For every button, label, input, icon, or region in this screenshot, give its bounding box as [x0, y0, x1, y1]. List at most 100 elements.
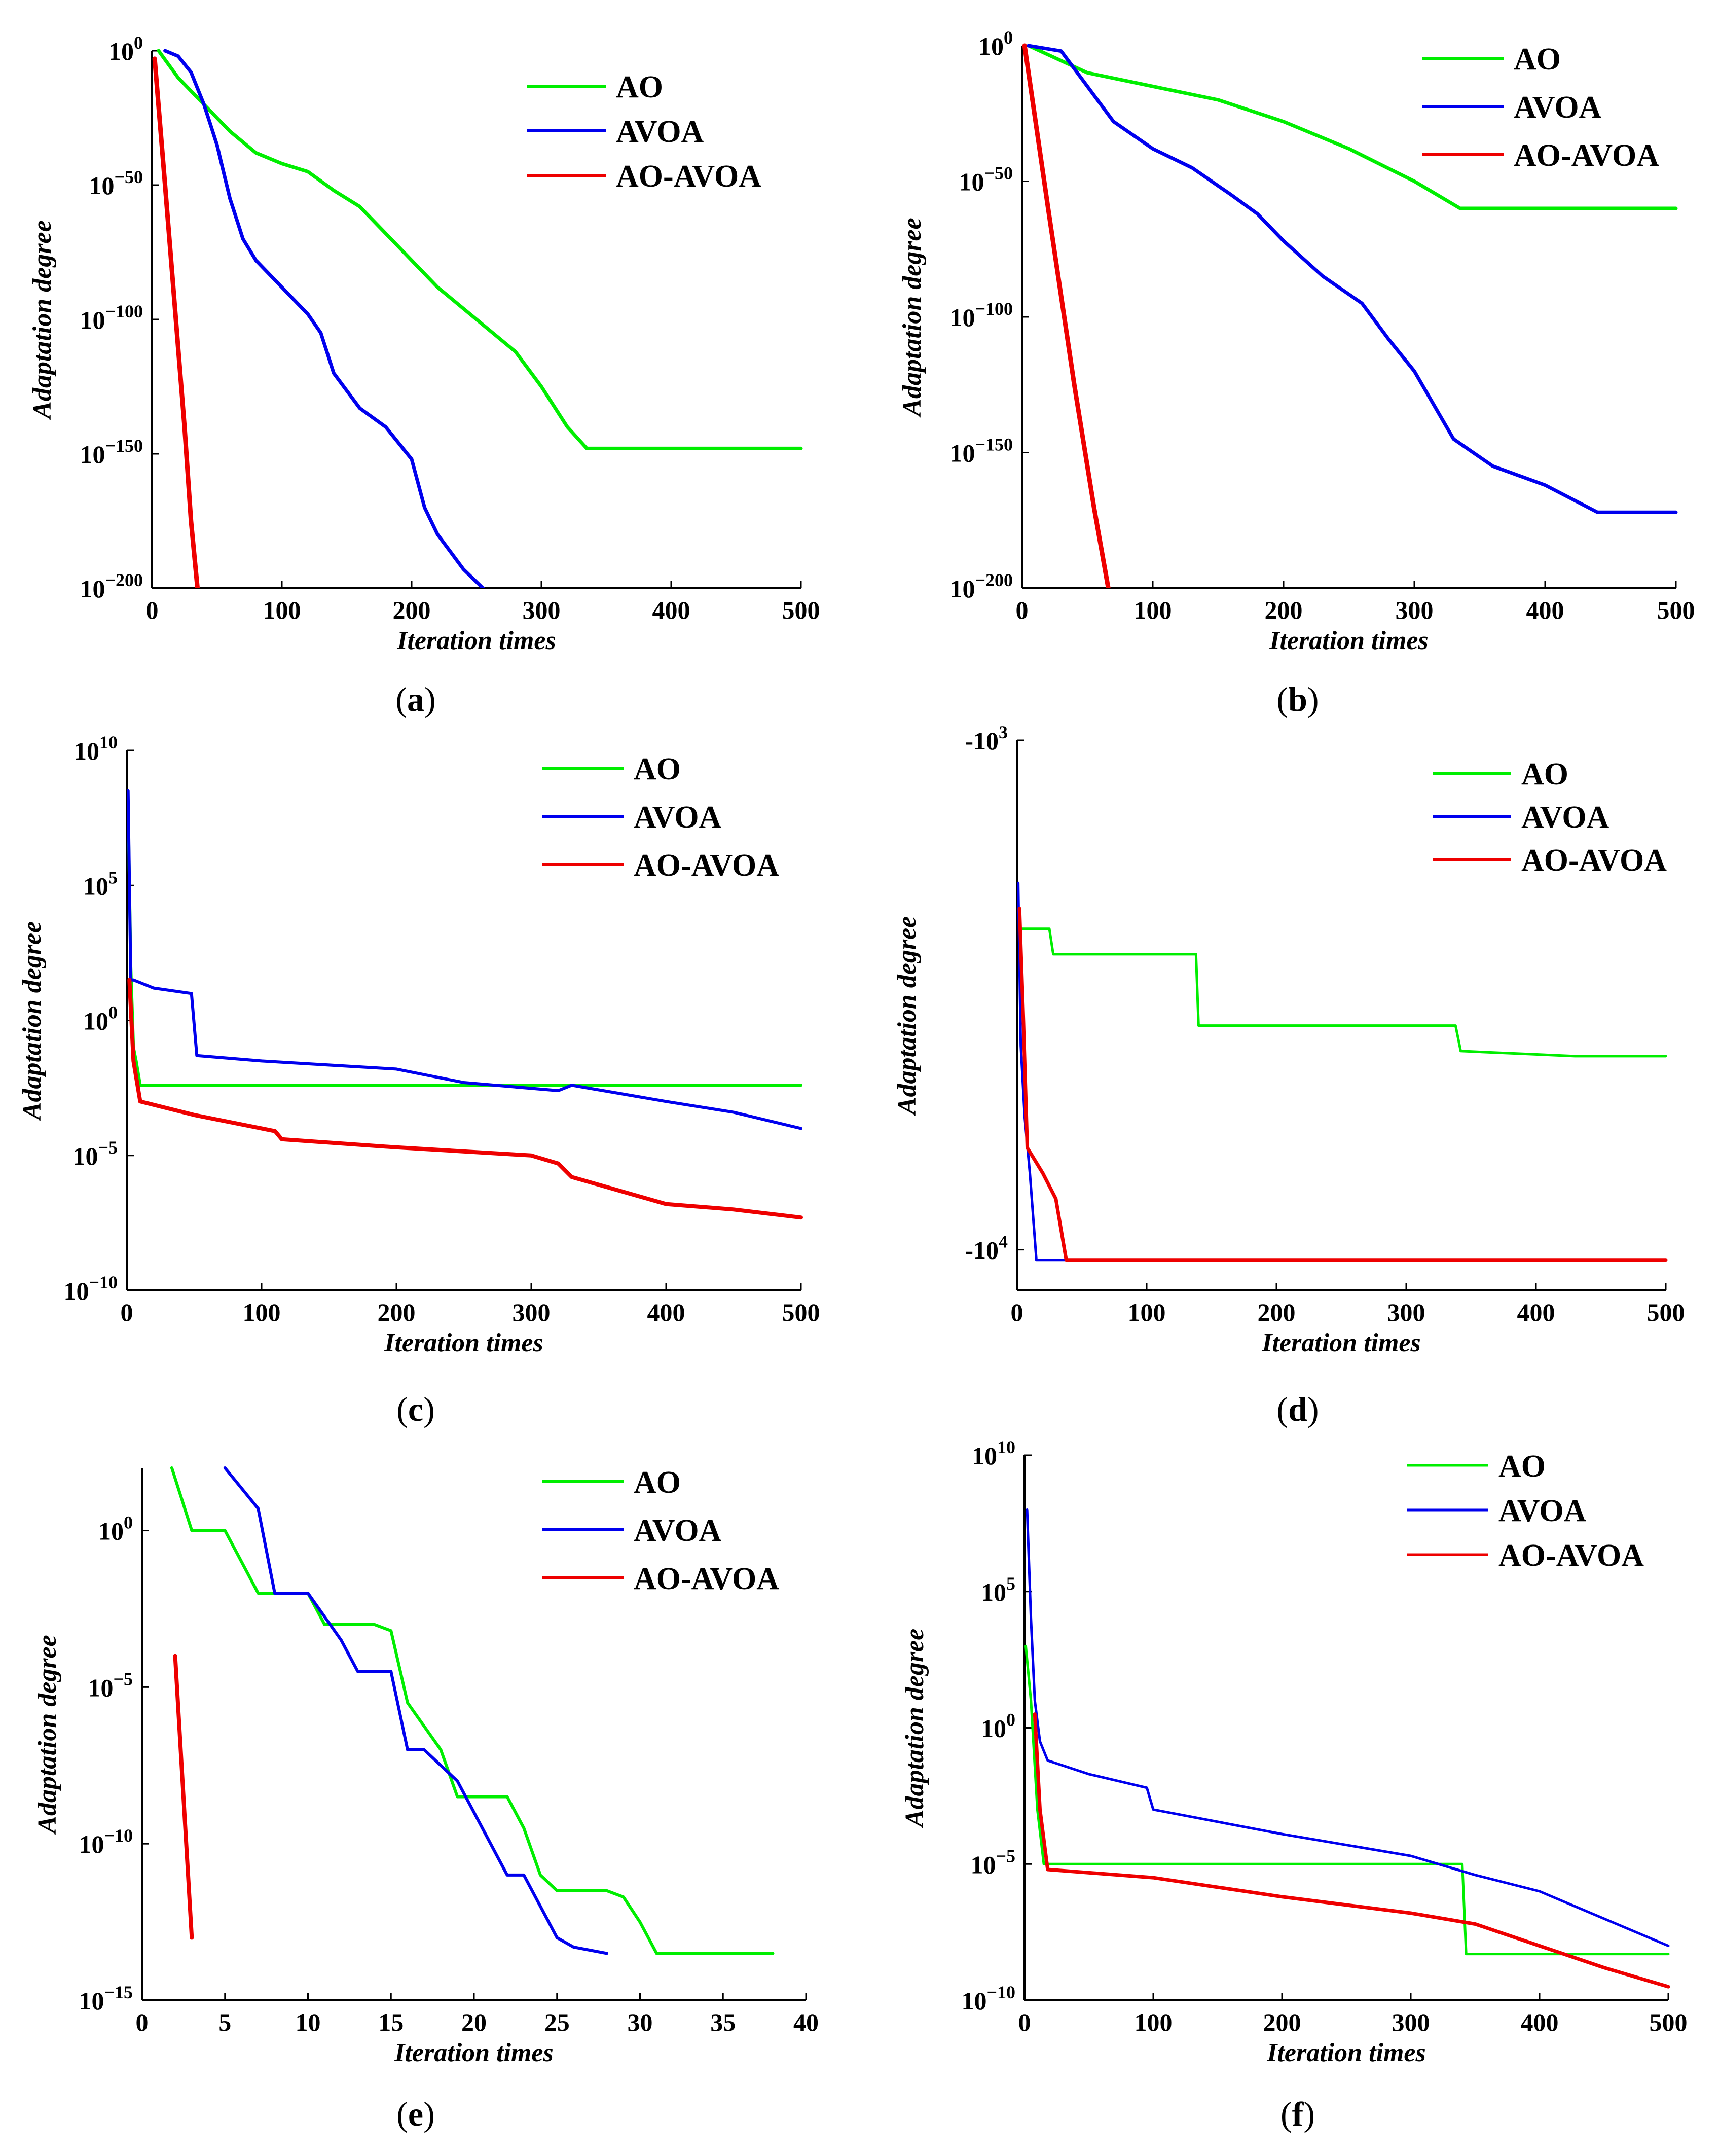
series-line-ao-avoa [1017, 907, 1668, 1262]
x-tick-label: 200 [393, 596, 431, 624]
x-tick-label: 100 [1135, 2008, 1173, 2036]
series-line-avoa [1027, 44, 1678, 514]
series-line-ao [1019, 927, 1667, 1058]
chart-c: 0 100 200 300 400 500 1010 105 100 10−5 10−10 Itera… [18, 732, 820, 1357]
legend-label-ao-avoa: AO-AVOA [1521, 843, 1667, 878]
series-line-ao [157, 49, 803, 450]
legend-label-ao-avoa: AO-AVOA [634, 848, 779, 883]
y-tick-label: 10−5 [970, 1846, 1015, 1879]
x-tick-label: 500 [1650, 2008, 1688, 2036]
chart-panel-b: 0 100 200 300 400 500 100 10−50 10−100 10−150 10−2… [860, 0, 1719, 730]
series-line-ao [1024, 1644, 1670, 1956]
x-tick-label: 500 [782, 1298, 820, 1326]
y-tick-label: 100 [981, 1710, 1015, 1743]
legend-label-ao-avoa: AO-AVOA [634, 1562, 779, 1596]
x-tick-label: 300 [513, 1298, 551, 1326]
chart-f: 0 100 200 300 400 500 1010 105 100 10−5 10−10 Itera… [900, 1437, 1688, 2067]
legend-label-ao-avoa: AO-AVOA [616, 159, 761, 194]
x-tick-label: 400 [652, 596, 690, 624]
x-tick-label: 400 [1517, 1298, 1555, 1326]
x-tick-label: 300 [523, 596, 561, 624]
x-axis-title: Iteration times [1269, 626, 1428, 655]
x-tick-label: 0 [1016, 596, 1029, 624]
y-axis-title: Adaptation degree [28, 220, 57, 420]
x-tick-label: 15 [378, 2008, 404, 2036]
y-tick-label: 10−15 [79, 1982, 133, 2015]
x-tick-label: 300 [1396, 596, 1434, 624]
chart-e: 0 5 10 15 20 25 30 35 40 100 10−5 10−10 10−15 Iterati… [33, 1465, 819, 2067]
caption-e: (e) [396, 2095, 435, 2133]
y-tick-label: -104 [965, 1232, 1008, 1265]
chart-panel-d: 0 100 200 300 400 500 -103 -104 Iteration times A… [860, 722, 1719, 1445]
chart-panel-e: 0 5 10 15 20 25 30 35 40 100 10−5 10−10 10−15 Iterati… [0, 1445, 860, 2155]
caption-c: (c) [396, 1390, 435, 1428]
x-tick-label: 200 [1263, 2008, 1301, 2036]
legend-label-avoa: AVOA [1521, 800, 1609, 835]
x-tick-label: 0 [1018, 2008, 1031, 2036]
series-line-avoa [1017, 881, 1667, 1262]
caption-f: (f) [1280, 2095, 1315, 2133]
y-tick-label: 10−10 [79, 1825, 133, 1858]
y-tick-label: 10−150 [80, 436, 143, 469]
caption-d: (d) [1276, 1390, 1319, 1428]
series-line-avoa [223, 1466, 608, 1955]
x-tick-label: 400 [1526, 596, 1564, 624]
y-axis-title: Adaptation degree [33, 1635, 62, 1835]
y-tick-label: 10−5 [72, 1137, 118, 1170]
x-tick-label: 5 [218, 2008, 231, 2036]
x-tick-label: 0 [121, 1298, 133, 1326]
x-axis-title: Iteration times [394, 2038, 553, 2067]
x-axis-title: Iteration times [1261, 1328, 1420, 1357]
legend-label-ao-avoa: AO-AVOA [1514, 138, 1659, 173]
x-tick-label: 35 [710, 2008, 736, 2036]
x-tick-label: 100 [263, 596, 301, 624]
legend-label-avoa: AVOA [1514, 90, 1602, 125]
y-tick-label: 100 [978, 27, 1013, 60]
x-tick-label: 300 [1387, 1298, 1425, 1326]
legend-label-ao: AO [1521, 757, 1568, 792]
y-tick-label: 100 [83, 1002, 118, 1035]
y-tick-label: 10−100 [949, 299, 1013, 332]
x-tick-label: 0 [1011, 1298, 1023, 1326]
x-tick-label: 500 [782, 596, 820, 624]
x-tick-label: 100 [1128, 1298, 1166, 1326]
chart-panel-a: 0 100 200 300 400 500 100 10−50 10−100 10−150 10−2… [0, 0, 860, 730]
x-tick-label: 25 [544, 2008, 570, 2036]
x-tick-label: 20 [461, 2008, 487, 2036]
chart-panel-f: 0 100 200 300 400 500 1010 105 100 10−5 10−10 Itera… [860, 1437, 1719, 2155]
series-line-avoa [1026, 1508, 1670, 1947]
legend-label-ao: AO [616, 70, 663, 104]
x-tick-label: 200 [1258, 1298, 1296, 1326]
y-tick-label: 10−150 [949, 435, 1013, 468]
y-axis-title: Adaptation degree [898, 218, 927, 417]
x-tick-label: 300 [1392, 2008, 1430, 2036]
caption-a: (a) [395, 680, 436, 718]
legend-label-avoa: AVOA [634, 1514, 722, 1548]
y-tick-label: 1010 [972, 1437, 1015, 1470]
x-tick-label: 200 [1265, 596, 1303, 624]
x-tick-label: 100 [1134, 596, 1172, 624]
y-tick-label: -103 [965, 722, 1008, 755]
legend-label-ao: AO [1498, 1449, 1546, 1484]
y-tick-label: 100 [108, 32, 143, 65]
chart-a: 0 100 200 300 400 500 100 10−50 10−100 10−150 10−2… [28, 32, 820, 655]
chart-b: 0 100 200 300 400 500 100 10−50 10−100 10−150 10−2… [898, 27, 1695, 655]
chart-panel-c: 0 100 200 300 400 500 1010 105 100 10−5 10−10 Itera… [0, 730, 860, 1445]
legend-label-avoa: AVOA [1498, 1494, 1587, 1528]
series-line-avoa [163, 49, 485, 588]
series-line-ao-avoa [173, 1654, 194, 1940]
x-tick-label: 40 [793, 2008, 819, 2036]
x-tick-label: 30 [628, 2008, 653, 2036]
series-line-ao [127, 803, 802, 1087]
series-line-ao-avoa [1022, 43, 1111, 588]
legend-label-ao: AO [1514, 42, 1561, 77]
y-tick-label: 105 [83, 867, 118, 900]
y-tick-label: 100 [98, 1513, 133, 1546]
x-tick-label: 400 [1521, 2008, 1559, 2036]
x-axis-title: Iteration times [396, 626, 556, 655]
y-axis-title: Adaptation degree [18, 921, 47, 1121]
series-line-ao-avoa [1033, 1712, 1670, 1989]
series-line-ao [1027, 44, 1678, 210]
y-tick-label: 10−100 [80, 301, 143, 334]
y-tick-label: 10−200 [80, 570, 143, 603]
